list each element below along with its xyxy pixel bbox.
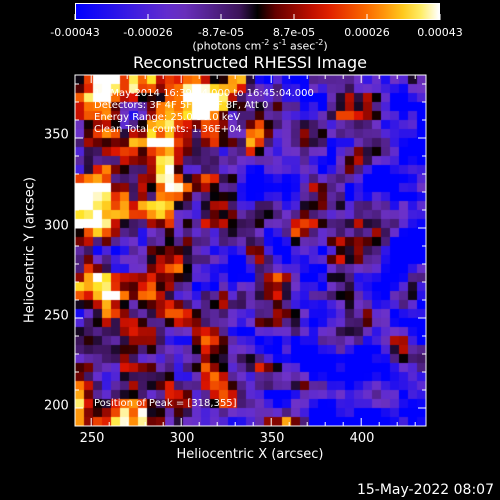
intensity-image xyxy=(75,75,426,426)
y-tick-label: 350 xyxy=(44,127,69,143)
plot-title: Reconstructed RHESSI Image xyxy=(133,53,367,72)
colorbar-tick-label: 0.00026 xyxy=(344,26,390,39)
colorbar-units: (photons cm-2 s-1 asec-2) xyxy=(192,38,328,53)
x-tick-label: 350 xyxy=(259,431,285,446)
annotation-detectors: Detectors: 3F 4F 5F 6F 7F 8F, Att 0 xyxy=(94,100,269,111)
y-tick-label: 300 xyxy=(44,218,69,234)
x-tick-label: 300 xyxy=(169,431,195,446)
y-axis-label: Heliocentric Y (arcsec) xyxy=(22,177,38,323)
annotation-peak: Position of Peak = [318,355] xyxy=(94,398,237,409)
colorbar-tick-label: 0.00043 xyxy=(417,26,463,39)
x-tick-label: 250 xyxy=(79,431,105,446)
colorbar-tick-label: -0.00026 xyxy=(123,26,173,39)
colorbar-tick-label: -8.7e-05 xyxy=(197,26,245,39)
x-axis-label: Heliocentric X (arcsec) xyxy=(176,447,324,462)
annotation-time: 14-May-2014 16:39:04.000 to 16:45:04.000 xyxy=(94,88,314,99)
colorbar-tick-label: 8.7e-05 xyxy=(272,26,316,39)
annotation-method: Clean Total counts: 1.36E+04 xyxy=(94,124,242,135)
plot-frame xyxy=(74,74,427,427)
annotation-energy: Energy Range: 25.0-50.0 keV xyxy=(94,112,241,123)
footer-date: 15-May-2022 08:07 xyxy=(356,482,494,498)
colorbar-tick-label: -0.00043 xyxy=(50,26,100,39)
colorbar xyxy=(75,3,440,20)
y-tick-label: 250 xyxy=(44,308,69,324)
image-plot-area xyxy=(75,75,426,426)
y-tick-label: 200 xyxy=(44,398,69,414)
x-tick-label: 400 xyxy=(349,431,375,446)
